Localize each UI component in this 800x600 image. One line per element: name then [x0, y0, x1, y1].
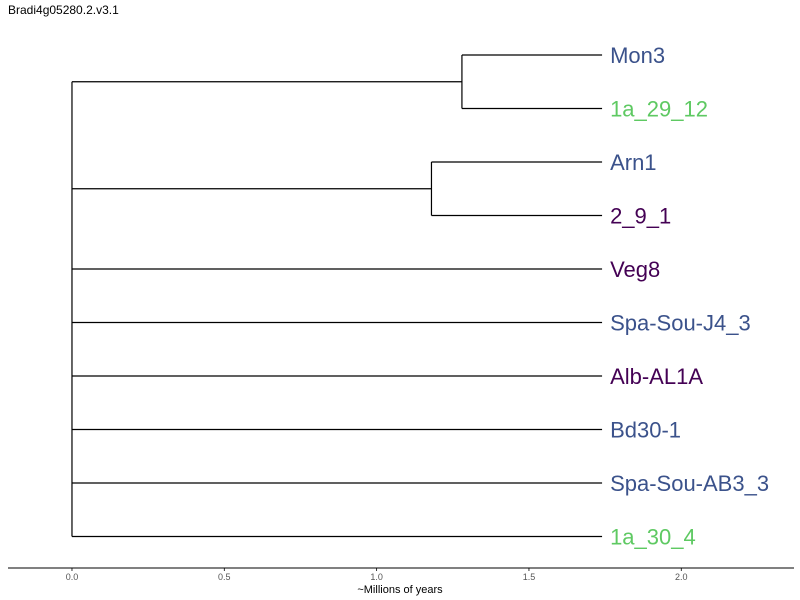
leaf-label: Bd30-1 — [610, 418, 681, 443]
leaf-label: Alb-AL1A — [610, 364, 703, 389]
tree-branches — [71, 54, 603, 538]
leaf-label: Arn1 — [610, 150, 656, 175]
leaf-label: 1a_29_12 — [610, 97, 708, 122]
leaf-label: 2_9_1 — [610, 204, 671, 229]
x-tick-label: 0.0 — [66, 572, 79, 582]
x-axis-label: ~Millions of years — [357, 584, 443, 596]
tree-leaves: Mon3 1a_29_12 Arn1 2_9_1 Veg8 Spa-Sou-J4_3 Alb… — [610, 43, 769, 550]
leaf-label: Mon3 — [610, 43, 665, 68]
leaf-label: 1a_30_4 — [610, 525, 696, 550]
x-axis: 0.0 0.5 1.0 1.5 2.0 ~Millions of years — [8, 567, 794, 596]
x-tick-label: 1.5 — [523, 572, 536, 582]
x-tick-label: 1.0 — [370, 572, 383, 582]
x-axis-ticks: 0.0 0.5 1.0 1.5 2.0 — [66, 568, 688, 582]
x-tick-label: 2.0 — [675, 572, 688, 582]
tree-title: Bradi4g05280.2.v3.1 — [8, 3, 119, 17]
leaf-label: Spa-Sou-J4_3 — [610, 311, 751, 336]
leaf-label: Veg8 — [610, 257, 660, 282]
x-tick-label: 0.5 — [218, 572, 231, 582]
leaf-label: Spa-Sou-AB3_3 — [610, 471, 769, 496]
